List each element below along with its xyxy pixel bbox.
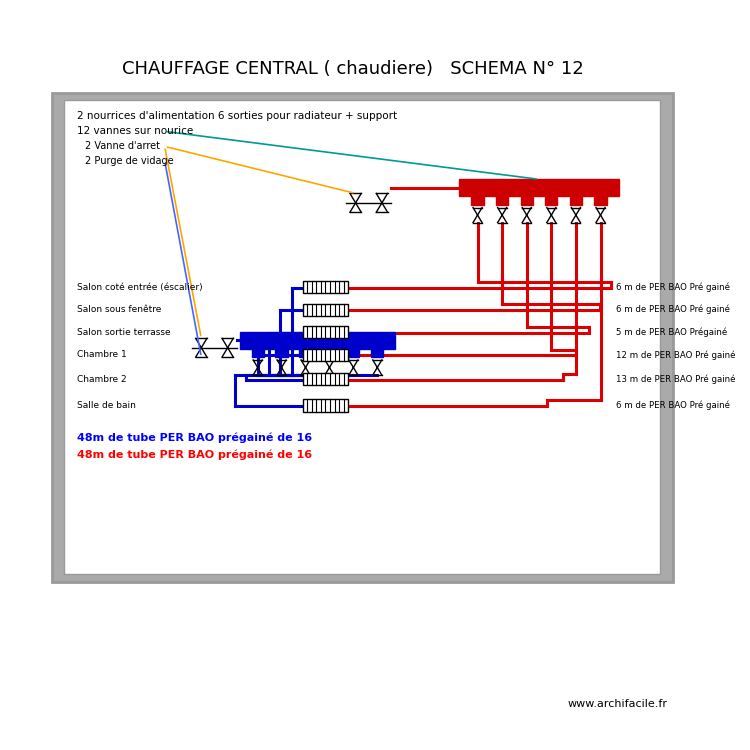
Text: 2 Vanne d'arret: 2 Vanne d'arret: [85, 142, 160, 152]
Text: Chambre 2: Chambre 2: [77, 375, 127, 384]
Text: www.archifacile.fr: www.archifacile.fr: [568, 699, 668, 709]
Bar: [520, 196, 532, 205]
Bar: [347, 349, 359, 357]
Bar: [303, 281, 348, 293]
Text: 6 m de PER BAO Pré gainé: 6 m de PER BAO Pré gainé: [616, 304, 730, 314]
Text: Salon sortie terrasse: Salon sortie terrasse: [77, 328, 171, 337]
Bar: [595, 196, 607, 205]
Bar: [52, 93, 673, 582]
Bar: [299, 349, 312, 357]
Bar: [570, 196, 582, 205]
Bar: [251, 349, 264, 357]
Bar: [275, 349, 288, 357]
Text: 2 nourrices d'alimentation 6 sorties pour radiateur + support: 2 nourrices d'alimentation 6 sorties pou…: [77, 111, 398, 122]
Text: 48m de tube PER BAO prégainé de 16: 48m de tube PER BAO prégainé de 16: [77, 433, 312, 443]
Text: 6 m de PER BAO Pré gainé: 6 m de PER BAO Pré gainé: [616, 282, 730, 292]
Text: 12 m de PER BAO Pré gainé: 12 m de PER BAO Pré gainé: [616, 350, 736, 359]
Bar: [303, 349, 348, 361]
Bar: [472, 196, 484, 205]
Bar: [303, 400, 348, 412]
Text: CHAUFFAGE CENTRAL ( chaudiere)   SCHEMA N° 12: CHAUFFAGE CENTRAL ( chaudiere) SCHEMA N°…: [122, 60, 584, 78]
Bar: [323, 349, 335, 357]
Text: 13 m de PER BAO Pré gainé: 13 m de PER BAO Pré gainé: [616, 374, 736, 384]
Bar: [545, 196, 557, 205]
Text: Salon coté entrée (éscalier): Salon coté entrée (éscalier): [77, 283, 203, 292]
Text: 5 m de PER BAO Prégainé: 5 m de PER BAO Prégainé: [616, 328, 728, 337]
Text: 48m de tube PER BAO prégainé de 16: 48m de tube PER BAO prégainé de 16: [77, 450, 312, 460]
Text: Chambre 1: Chambre 1: [77, 350, 127, 359]
Text: 12 vannes sur nourice: 12 vannes sur nourice: [77, 126, 194, 136]
Text: Salon sous fenêtre: Salon sous fenêtre: [77, 305, 161, 314]
Text: Salle de bain: Salle de bain: [77, 401, 136, 410]
Bar: [303, 373, 348, 386]
Bar: [240, 332, 395, 349]
Bar: [496, 196, 508, 205]
Bar: [303, 304, 348, 316]
Text: 2 Purge de vidage: 2 Purge de vidage: [85, 155, 173, 166]
Bar: [459, 179, 619, 196]
Bar: [371, 349, 383, 357]
Bar: [303, 326, 348, 338]
Bar: [64, 100, 660, 574]
Text: 6 m de PER BAO Pré gainé: 6 m de PER BAO Pré gainé: [616, 400, 730, 410]
